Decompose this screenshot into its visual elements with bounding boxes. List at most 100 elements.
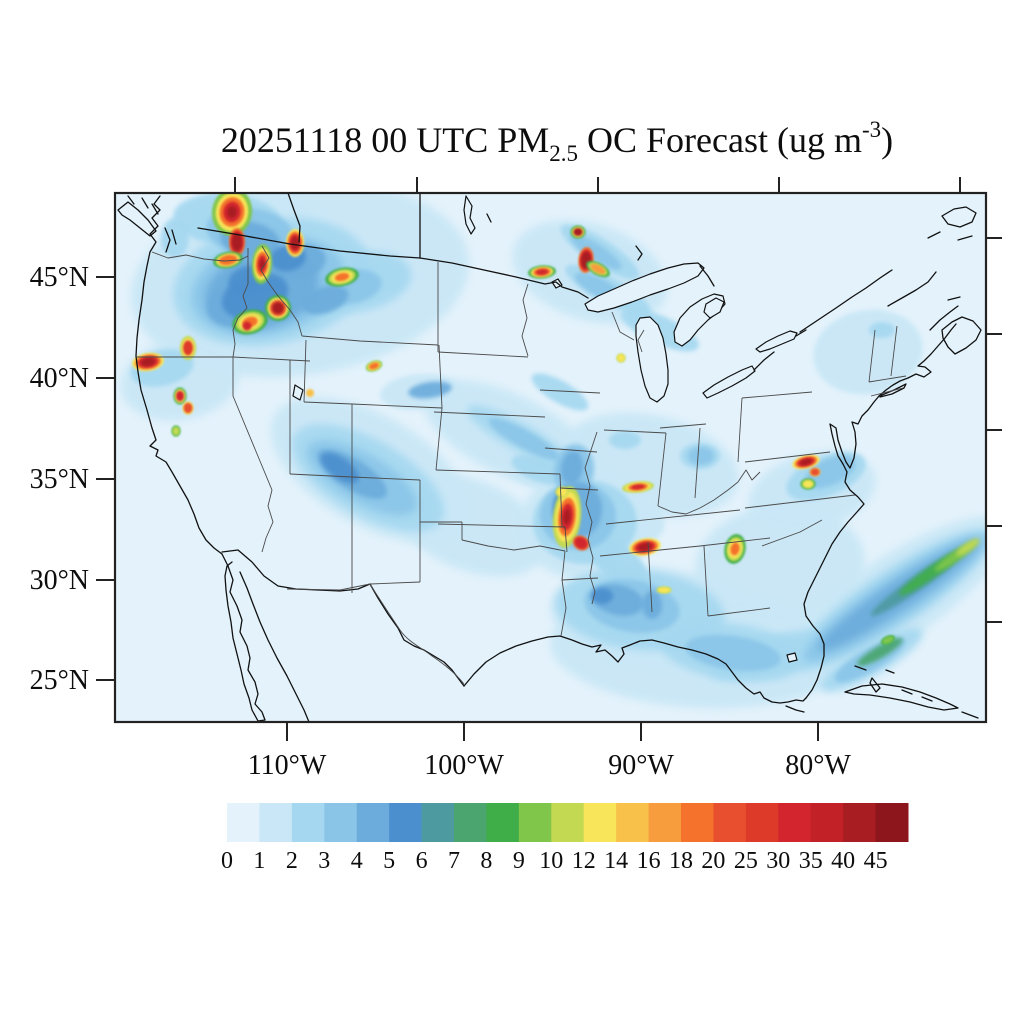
hotspot-ring	[535, 269, 549, 275]
colorbar-tick-label: 5	[383, 848, 395, 874]
colorbar-tick-label: 1	[253, 848, 265, 874]
hotspot-ring	[368, 362, 380, 370]
colorbar-segment	[324, 803, 358, 842]
state-border	[559, 487, 599, 491]
plume-contour	[688, 447, 714, 465]
state-border	[647, 541, 653, 613]
lake-outline	[292, 384, 304, 401]
hotspot-ring	[574, 537, 588, 549]
coastline	[221, 553, 266, 722]
state-border	[544, 447, 598, 453]
map-geography-outlines	[117, 193, 982, 722]
hotspot-ring	[306, 389, 314, 397]
plume-contour	[591, 588, 613, 604]
state-border	[737, 397, 743, 463]
coastline	[753, 351, 775, 371]
colorbar-segment	[778, 803, 812, 842]
hotspot-ring	[590, 263, 606, 275]
hotspot-ring	[141, 358, 155, 366]
state-border	[303, 401, 443, 409]
state-border	[435, 469, 561, 475]
coastline	[795, 329, 807, 337]
plume-contour	[531, 373, 589, 411]
colorbar-tick-label: 35	[799, 848, 823, 874]
state-border	[521, 283, 529, 357]
state-border	[744, 494, 856, 509]
state-border	[603, 429, 667, 434]
coastline	[221, 549, 465, 687]
hotspot-ring	[730, 542, 740, 556]
lake-outline	[463, 195, 476, 235]
state-border	[637, 329, 645, 353]
state-border	[260, 245, 303, 337]
colorbar-tick-label: 45	[864, 848, 888, 874]
coastline	[947, 296, 961, 301]
colorbar-segment	[648, 803, 682, 842]
colorbar-tick-label: 18	[669, 848, 693, 874]
colorbar-tick-label: 16	[637, 848, 661, 874]
coastline	[164, 227, 177, 253]
colorbar-tick-label: 9	[513, 848, 525, 874]
colorbar-segment	[810, 803, 844, 842]
colorbar-segment	[875, 803, 909, 842]
hotspot-ring	[291, 236, 299, 250]
state-border	[868, 325, 907, 397]
coastline	[961, 711, 979, 719]
state-border	[433, 411, 546, 418]
hotspot-ring	[334, 272, 350, 282]
coastline	[785, 705, 805, 713]
hotspot-ring	[218, 254, 238, 266]
coastline	[957, 235, 973, 241]
state-border	[761, 519, 823, 547]
longitude-label: 90°W	[608, 750, 674, 781]
colorbar-tick-label: 30	[766, 848, 790, 874]
figure-title: 20251118 00 UTC PM2.5 OC Forecast (ug m-…	[221, 117, 893, 166]
coastline	[127, 195, 159, 215]
colorbar-tick-label: 20	[701, 848, 725, 874]
colorbar-segment	[421, 803, 455, 842]
colorbar-segment	[454, 803, 487, 842]
coastline	[879, 383, 907, 398]
plume-contour	[301, 285, 349, 315]
state-border	[232, 283, 249, 358]
colorbar-segment	[843, 803, 877, 842]
state-border	[435, 344, 443, 471]
colorbar-tick-label: 12	[572, 848, 596, 874]
longitude-label: 80°W	[785, 750, 851, 781]
coastline	[239, 571, 310, 722]
state-border	[286, 583, 371, 591]
hotspot-ring	[232, 233, 242, 251]
latitude-label: 30°N	[30, 565, 89, 596]
hotspot-ring	[800, 458, 812, 466]
latitude-label: 25°N	[30, 665, 89, 696]
coastline	[878, 323, 957, 397]
colorbar-segment	[616, 803, 650, 842]
hotspot-ring	[175, 390, 185, 402]
colorbar-tick-label: 40	[831, 848, 855, 874]
plume-contour	[488, 418, 560, 460]
state-border	[559, 473, 563, 528]
coastline	[287, 193, 301, 243]
colorbar-tick-label: 3	[318, 848, 330, 874]
lake-outline	[584, 262, 705, 313]
lake-outline	[786, 652, 798, 663]
hotspot-ring	[617, 354, 625, 362]
coastline	[844, 683, 959, 711]
lake-outline	[702, 365, 756, 399]
lake-outline	[635, 316, 669, 403]
colorbar-segment	[713, 803, 747, 842]
coastline	[829, 395, 880, 469]
state-border	[437, 351, 529, 358]
colorbar-segment	[681, 803, 714, 842]
plume-contour	[685, 634, 781, 672]
state-border	[261, 489, 274, 553]
state-border	[151, 251, 249, 262]
hotspot-ring	[657, 587, 671, 593]
hotspot-ring	[272, 302, 284, 314]
coastline	[635, 245, 643, 261]
latitude-label: 45°N	[30, 262, 89, 293]
state-border	[303, 339, 307, 403]
hotspot-ring	[183, 340, 193, 356]
